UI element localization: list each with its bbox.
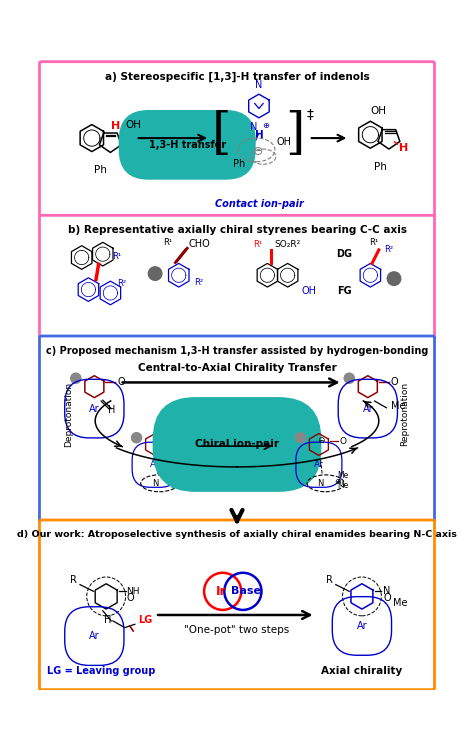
Text: N: N: [152, 479, 158, 488]
Text: Me: Me: [337, 482, 349, 491]
FancyBboxPatch shape: [39, 520, 435, 690]
Text: R: R: [70, 575, 77, 585]
Circle shape: [295, 432, 305, 443]
Text: Ph: Ph: [233, 159, 246, 169]
Text: R²: R²: [194, 278, 203, 287]
Text: N: N: [383, 586, 391, 596]
Text: "One-pot" two steps: "One-pot" two steps: [184, 625, 290, 635]
Text: R¹: R¹: [163, 238, 172, 247]
Text: Me: Me: [170, 471, 182, 480]
Text: Ar: Ar: [89, 631, 100, 641]
Text: H: H: [104, 615, 111, 625]
Text: DABCO: DABCO: [167, 123, 208, 133]
Text: O: O: [176, 437, 183, 446]
Text: Deprotonation: Deprotonation: [64, 381, 73, 447]
Text: Me: Me: [170, 482, 182, 491]
Text: R: R: [326, 575, 332, 585]
Text: R²: R²: [384, 245, 393, 254]
Text: Me: Me: [393, 598, 408, 608]
Text: Contact ion-pair: Contact ion-pair: [215, 200, 303, 209]
Text: O: O: [127, 593, 134, 603]
Text: b) Representative axially chiral styrenes bearing C-C axis: b) Representative axially chiral styrene…: [67, 225, 407, 236]
Text: LG: LG: [138, 615, 153, 625]
Text: ⊕: ⊕: [334, 477, 341, 486]
Circle shape: [71, 373, 81, 383]
Text: H: H: [255, 129, 264, 140]
Text: N: N: [318, 479, 324, 488]
Text: SO₂R²: SO₂R²: [274, 239, 301, 248]
Text: O: O: [391, 378, 398, 387]
Text: H: H: [400, 143, 409, 153]
Circle shape: [131, 432, 142, 443]
Text: Ir: Ir: [216, 585, 226, 598]
FancyBboxPatch shape: [39, 61, 435, 218]
Text: Chiral ion-pair: Chiral ion-pair: [195, 440, 279, 450]
Text: R²: R²: [117, 279, 126, 288]
Text: c) Proposed mechanism 1,3-H transfer assisted by hydrogen-bonding: c) Proposed mechanism 1,3-H transfer ass…: [46, 346, 428, 356]
Text: Reprotonation: Reprotonation: [401, 382, 410, 446]
Text: OH: OH: [277, 137, 292, 147]
FancyBboxPatch shape: [39, 215, 435, 339]
Text: O: O: [117, 378, 125, 387]
Text: Ar: Ar: [356, 621, 367, 631]
Text: OH: OH: [301, 286, 316, 295]
Text: Ar: Ar: [314, 460, 324, 469]
Text: Ar: Ar: [89, 404, 100, 414]
Text: LG = Leaving group: LG = Leaving group: [47, 666, 155, 676]
Text: ‡: ‡: [307, 108, 314, 121]
Text: Axial chirality: Axial chirality: [321, 666, 402, 676]
Circle shape: [344, 373, 355, 383]
Text: [: [: [212, 109, 231, 159]
Text: H: H: [108, 405, 115, 415]
FancyBboxPatch shape: [39, 336, 435, 523]
Text: Ph: Ph: [94, 165, 107, 175]
Text: Central-to-Axial Chirality Transfer: Central-to-Axial Chirality Transfer: [137, 364, 337, 373]
Text: DG: DG: [336, 248, 352, 259]
Text: N: N: [250, 122, 257, 132]
Text: FG: FG: [337, 286, 352, 295]
Text: Base: Base: [231, 586, 261, 596]
Text: H: H: [111, 121, 120, 131]
Text: O: O: [340, 437, 347, 446]
Text: ]: ]: [285, 109, 304, 159]
Text: ⊖: ⊖: [253, 145, 264, 158]
Text: a) Stereospecific [1,3]-H transfer of indenols: a) Stereospecific [1,3]-H transfer of in…: [105, 72, 369, 82]
Text: achiral amine: achiral amine: [206, 429, 268, 438]
Text: NH: NH: [127, 587, 140, 596]
Text: Me: Me: [392, 402, 406, 411]
Text: OH: OH: [371, 106, 387, 116]
Text: Ph: Ph: [374, 162, 387, 172]
Text: ⊕: ⊕: [262, 121, 269, 130]
Circle shape: [387, 272, 401, 286]
Circle shape: [148, 267, 162, 280]
Text: d) Our work: Atroposelective synthesis of axially chiral enamides bearing N-C ax: d) Our work: Atroposelective synthesis o…: [17, 530, 457, 539]
Text: R¹: R¹: [112, 252, 121, 261]
Text: R¹: R¹: [253, 239, 262, 248]
Text: 1,3-H transfer: 1,3-H transfer: [148, 140, 226, 150]
Text: Ar: Ar: [150, 460, 160, 469]
Text: N: N: [255, 80, 263, 90]
Text: ⊕: ⊕: [169, 477, 176, 486]
Text: O: O: [383, 593, 391, 603]
Text: ⊖: ⊖: [317, 436, 324, 445]
Text: Me: Me: [337, 471, 349, 480]
Text: R¹: R¹: [369, 238, 378, 247]
Text: OH: OH: [126, 120, 142, 129]
Text: CHO: CHO: [189, 239, 210, 248]
Text: Ar: Ar: [363, 404, 373, 414]
Text: N: N: [233, 408, 241, 419]
